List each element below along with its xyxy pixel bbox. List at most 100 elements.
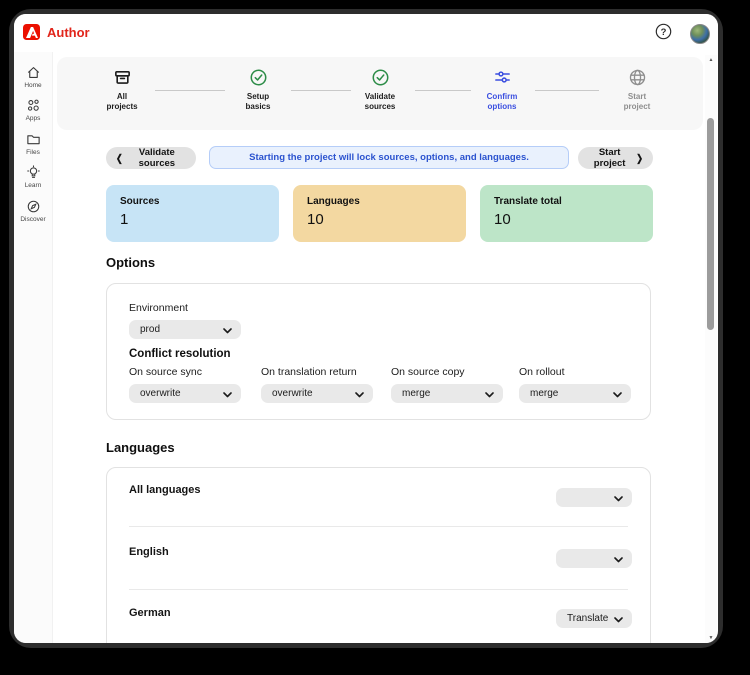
user-avatar[interactable]	[690, 24, 710, 44]
help-icon[interactable]: ?	[655, 23, 672, 40]
english-select[interactable]	[556, 549, 632, 568]
chevron-down-icon	[485, 385, 494, 403]
archive-box-icon	[77, 68, 167, 87]
divider	[129, 589, 628, 590]
on-rollout-value: merge	[530, 388, 559, 399]
step-connector	[535, 90, 599, 91]
start-button-label: Start project	[593, 147, 626, 169]
adobe-logo-icon[interactable]	[23, 24, 40, 40]
sidebar-item-label: Learn	[24, 182, 42, 189]
app-window: Author ? Home Apps Files Learn Dis	[14, 14, 718, 643]
step-connector	[155, 90, 225, 91]
translate-total-card: Translate total 10	[480, 185, 653, 242]
chevron-left-icon: ❮	[116, 152, 123, 164]
step-connector	[415, 90, 471, 91]
language-row-name: English	[129, 546, 169, 558]
lightbulb-icon	[14, 165, 52, 180]
sidebar-item-label: Home	[24, 82, 42, 89]
step-confirm-options[interactable]: Confirm options	[457, 68, 547, 111]
folder-icon	[14, 132, 52, 147]
card-value: 1	[120, 211, 129, 228]
compass-icon	[14, 199, 52, 214]
scrollbar[interactable]: ▲ ▼	[705, 55, 717, 643]
validate-sources-back-button[interactable]: ❮ Validate sources	[106, 147, 196, 169]
step-validate-sources[interactable]: Validate sources	[335, 68, 425, 111]
sidebar-item-label: Discover	[20, 216, 46, 223]
lock-warning-banner: Starting the project will lock sources, …	[209, 146, 569, 169]
on-source-copy-select[interactable]: merge	[391, 384, 503, 403]
chevron-right-icon: ❯	[636, 152, 643, 164]
on-rollout-select[interactable]: merge	[519, 384, 631, 403]
step-label: Setup basics	[245, 92, 271, 111]
language-row-name: All languages	[129, 484, 201, 496]
step-connector	[291, 90, 351, 91]
environment-value: prod	[140, 324, 161, 335]
sidebar-item-label: Apps	[25, 115, 41, 122]
language-row-name: German	[129, 607, 171, 619]
svg-text:?: ?	[661, 27, 667, 38]
on-translation-return-value: overwrite	[272, 388, 313, 399]
languages-card: Languages 10	[293, 185, 466, 242]
chevron-down-icon	[355, 385, 364, 403]
scroll-down-icon[interactable]: ▼	[708, 635, 714, 641]
chevron-down-icon	[614, 550, 623, 568]
on-source-sync-select[interactable]: overwrite	[129, 384, 241, 403]
check-circle-icon	[213, 68, 303, 87]
card-label: Languages	[307, 196, 360, 207]
back-button-label: Validate sources	[138, 147, 176, 169]
environment-label: Environment	[129, 302, 188, 314]
chevron-down-icon	[223, 385, 232, 403]
summary-cards: Sources 1 Languages 10 Translate total 1…	[106, 185, 653, 242]
wizard-stepper: All projects Setup basics Validate sourc…	[57, 57, 703, 130]
sidebar-item-files[interactable]: Files	[14, 132, 52, 156]
scrollbar-thumb[interactable]	[707, 118, 714, 330]
on-source-sync-label: On source sync	[129, 366, 202, 378]
sidebar-item-apps[interactable]: Apps	[14, 98, 52, 122]
environment-select[interactable]: prod	[129, 320, 241, 339]
options-panel: Environment prod Conflict resolution On …	[106, 283, 651, 420]
device-frame: Author ? Home Apps Files Learn Dis	[9, 9, 723, 648]
languages-heading: Languages	[106, 440, 175, 455]
sidebar-item-discover[interactable]: Discover	[14, 199, 52, 223]
card-value: 10	[307, 211, 324, 228]
step-start-project[interactable]: Start project	[592, 68, 682, 111]
step-setup-basics[interactable]: Setup basics	[213, 68, 303, 111]
german-select[interactable]: Translate	[556, 609, 632, 628]
on-source-copy-value: merge	[402, 388, 431, 399]
card-label: Translate total	[494, 196, 562, 207]
conflict-resolution-heading: Conflict resolution	[129, 348, 231, 360]
sidebar-item-learn[interactable]: Learn	[14, 165, 52, 189]
on-source-sync-value: overwrite	[140, 388, 181, 399]
on-rollout-label: On rollout	[519, 366, 565, 378]
sliders-icon	[457, 68, 547, 87]
on-translation-return-label: On translation return	[261, 366, 357, 378]
apps-icon	[14, 98, 52, 113]
all-languages-select[interactable]	[556, 488, 632, 507]
on-source-copy-label: On source copy	[391, 366, 465, 378]
on-translation-return-select[interactable]: overwrite	[261, 384, 373, 403]
top-bar: Author ?	[14, 14, 718, 52]
step-all-projects[interactable]: All projects	[77, 68, 167, 111]
step-label: Validate sources	[364, 92, 396, 111]
chevron-down-icon	[223, 321, 232, 339]
step-label: Confirm options	[486, 92, 518, 111]
app-title: Author	[47, 25, 90, 40]
sources-card: Sources 1	[106, 185, 279, 242]
sidebar: Home Apps Files Learn Discover	[14, 52, 53, 643]
start-project-button[interactable]: Start project ❯	[578, 147, 653, 169]
german-value: Translate	[567, 613, 609, 624]
chevron-down-icon	[613, 385, 622, 403]
step-label: Start project	[623, 92, 651, 111]
chevron-down-icon	[614, 610, 623, 628]
globe-icon	[592, 68, 682, 87]
card-label: Sources	[120, 196, 160, 207]
divider	[129, 526, 628, 527]
sidebar-item-home[interactable]: Home	[14, 65, 52, 89]
scroll-up-icon[interactable]: ▲	[708, 57, 714, 63]
check-circle-icon	[335, 68, 425, 87]
options-heading: Options	[106, 255, 156, 270]
home-icon	[14, 65, 52, 80]
card-value: 10	[494, 211, 511, 228]
languages-panel: All languages English German Translate	[106, 467, 651, 643]
sidebar-item-label: Files	[26, 149, 40, 156]
